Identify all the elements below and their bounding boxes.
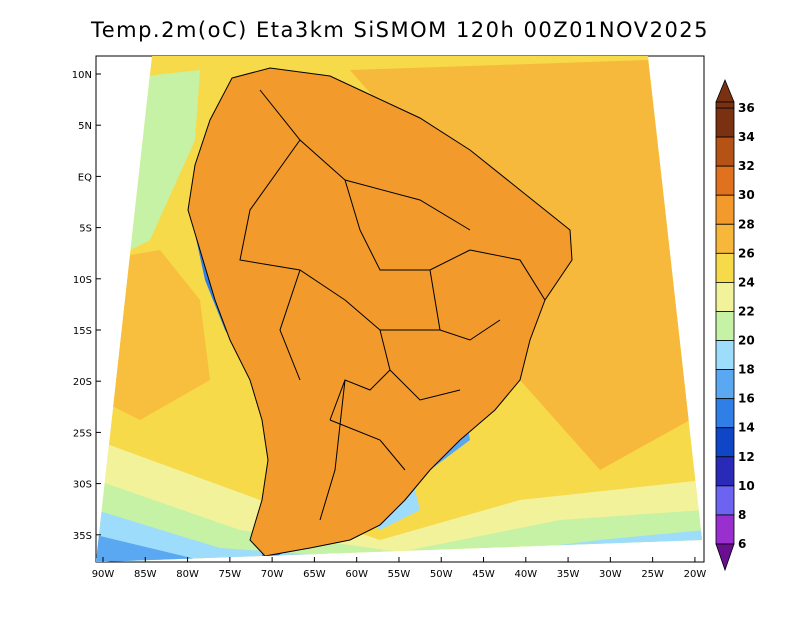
colorbar-segment (715, 107, 735, 138)
colorbar-segment (715, 398, 735, 429)
lon-label: 30W (599, 569, 622, 580)
lon-label: 60W (345, 569, 368, 580)
colorbar-label: 20 (738, 334, 755, 348)
colorbar-segment (715, 485, 735, 516)
lat-label: 5S (79, 224, 92, 235)
colorbar-label: 32 (738, 159, 755, 173)
colorbar-segment (715, 456, 735, 487)
lon-label: 70W (261, 569, 284, 580)
lon-label: 55W (388, 569, 411, 580)
lat-label: 30S (73, 480, 92, 491)
lon-label: 40W (514, 569, 537, 580)
lat-label: 25S (73, 428, 92, 439)
map-title: Temp.2m(oC) Eta3km SiSMOM 120h 00Z01NOV2… (90, 18, 710, 42)
colorbar-segment (715, 136, 735, 167)
colorbar-label: 36 (738, 101, 755, 115)
colorbar-label: 28 (738, 217, 755, 231)
lat-label: 15S (73, 326, 92, 337)
colorbar: 6 8 10 12 14 16 18 20 22 24 26 28 30 32 34 36 (715, 78, 755, 572)
lat-label: EQ (78, 172, 92, 183)
colorbar-segment (715, 252, 735, 283)
lat-label: 10N (72, 70, 92, 81)
lon-label: 80W (176, 569, 199, 580)
colorbar-segment (715, 340, 735, 370)
colorbar-segment (715, 514, 735, 545)
colorbar-segment (715, 369, 735, 400)
colorbar-label: 8 (738, 508, 746, 522)
colorbar-label: 16 (738, 392, 755, 406)
lat-label: 35S (73, 531, 92, 542)
colorbar-segment (715, 311, 735, 341)
lon-label: 45W (472, 569, 495, 580)
lon-label: 35W (557, 569, 580, 580)
colorbar-label: 12 (738, 450, 755, 464)
colorbar-label: 24 (738, 275, 755, 289)
colorbar-segment (715, 165, 735, 196)
longitude-axis: 90W 85W 80W 75W 70W 65W 60W 55W 50W 45W 40W 35W 30W 2… (92, 557, 707, 580)
colorbar-segment (715, 194, 735, 225)
lon-label: 50W (430, 569, 453, 580)
colorbar-label: 30 (738, 188, 755, 202)
lon-label: 65W (303, 569, 326, 580)
lon-label: 85W (134, 569, 157, 580)
colorbar-label: 6 (738, 537, 746, 551)
colorbar-label: 22 (738, 304, 755, 318)
colorbar-segment (715, 223, 735, 254)
colorbar-segment (715, 427, 735, 458)
lat-label: 20S (73, 377, 92, 388)
lat-label: 5N (78, 121, 92, 132)
lon-label: 20W (684, 569, 707, 580)
colorbar-label: 14 (738, 421, 755, 435)
colorbar-top-arrow (715, 78, 735, 103)
colorbar-label: 26 (738, 246, 755, 260)
colorbar-segment (715, 281, 735, 312)
colorbar-segment (715, 101, 735, 109)
latitude-axis: 10N 5N EQ 5S 10S 15S 20S 25S 30S 35S (72, 70, 101, 542)
lon-label: 25W (641, 569, 664, 580)
colorbar-label: 10 (738, 479, 755, 493)
lon-label: 90W (92, 569, 115, 580)
lat-label: 10S (73, 275, 92, 286)
colorbar-label: 18 (738, 363, 755, 377)
temperature-field (96, 56, 702, 562)
lon-label: 75W (219, 569, 242, 580)
colorbar-bottom-arrow (715, 543, 735, 572)
colorbar-label: 34 (738, 130, 755, 144)
